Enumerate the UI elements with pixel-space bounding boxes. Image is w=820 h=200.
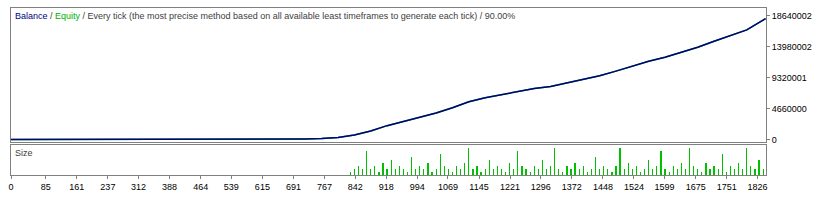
svg-text:9320001: 9320001 — [772, 73, 807, 83]
svg-text:1675: 1675 — [686, 182, 706, 192]
svg-text:0: 0 — [8, 182, 13, 192]
svg-text:4660000: 4660000 — [772, 104, 807, 114]
svg-text:691: 691 — [286, 182, 301, 192]
svg-text:1296: 1296 — [531, 182, 551, 192]
svg-text:1069: 1069 — [438, 182, 458, 192]
svg-text:918: 918 — [379, 182, 394, 192]
svg-text:388: 388 — [162, 182, 177, 192]
svg-text:1524: 1524 — [624, 182, 644, 192]
svg-text:Balance / Equity / Every tick: Balance / Equity / Every tick (the most … — [15, 11, 515, 21]
svg-text:1372: 1372 — [562, 182, 582, 192]
svg-text:994: 994 — [410, 182, 425, 192]
svg-text:1448: 1448 — [593, 182, 613, 192]
svg-text:1751: 1751 — [717, 182, 737, 192]
svg-text:13980002: 13980002 — [772, 42, 812, 52]
svg-text:237: 237 — [100, 182, 115, 192]
svg-text:1221: 1221 — [500, 182, 520, 192]
svg-text:464: 464 — [193, 182, 208, 192]
svg-text:1599: 1599 — [655, 182, 675, 192]
svg-text:85: 85 — [41, 182, 51, 192]
svg-text:312: 312 — [131, 182, 146, 192]
svg-text:161: 161 — [69, 182, 84, 192]
svg-text:Size: Size — [15, 148, 33, 158]
svg-text:767: 767 — [317, 182, 332, 192]
svg-text:0: 0 — [772, 135, 777, 145]
svg-text:842: 842 — [348, 182, 363, 192]
svg-text:1145: 1145 — [469, 182, 488, 192]
svg-text:1826: 1826 — [747, 182, 767, 192]
svg-text:615: 615 — [255, 182, 270, 192]
svg-text:539: 539 — [224, 182, 239, 192]
svg-text:18640002: 18640002 — [772, 11, 812, 21]
